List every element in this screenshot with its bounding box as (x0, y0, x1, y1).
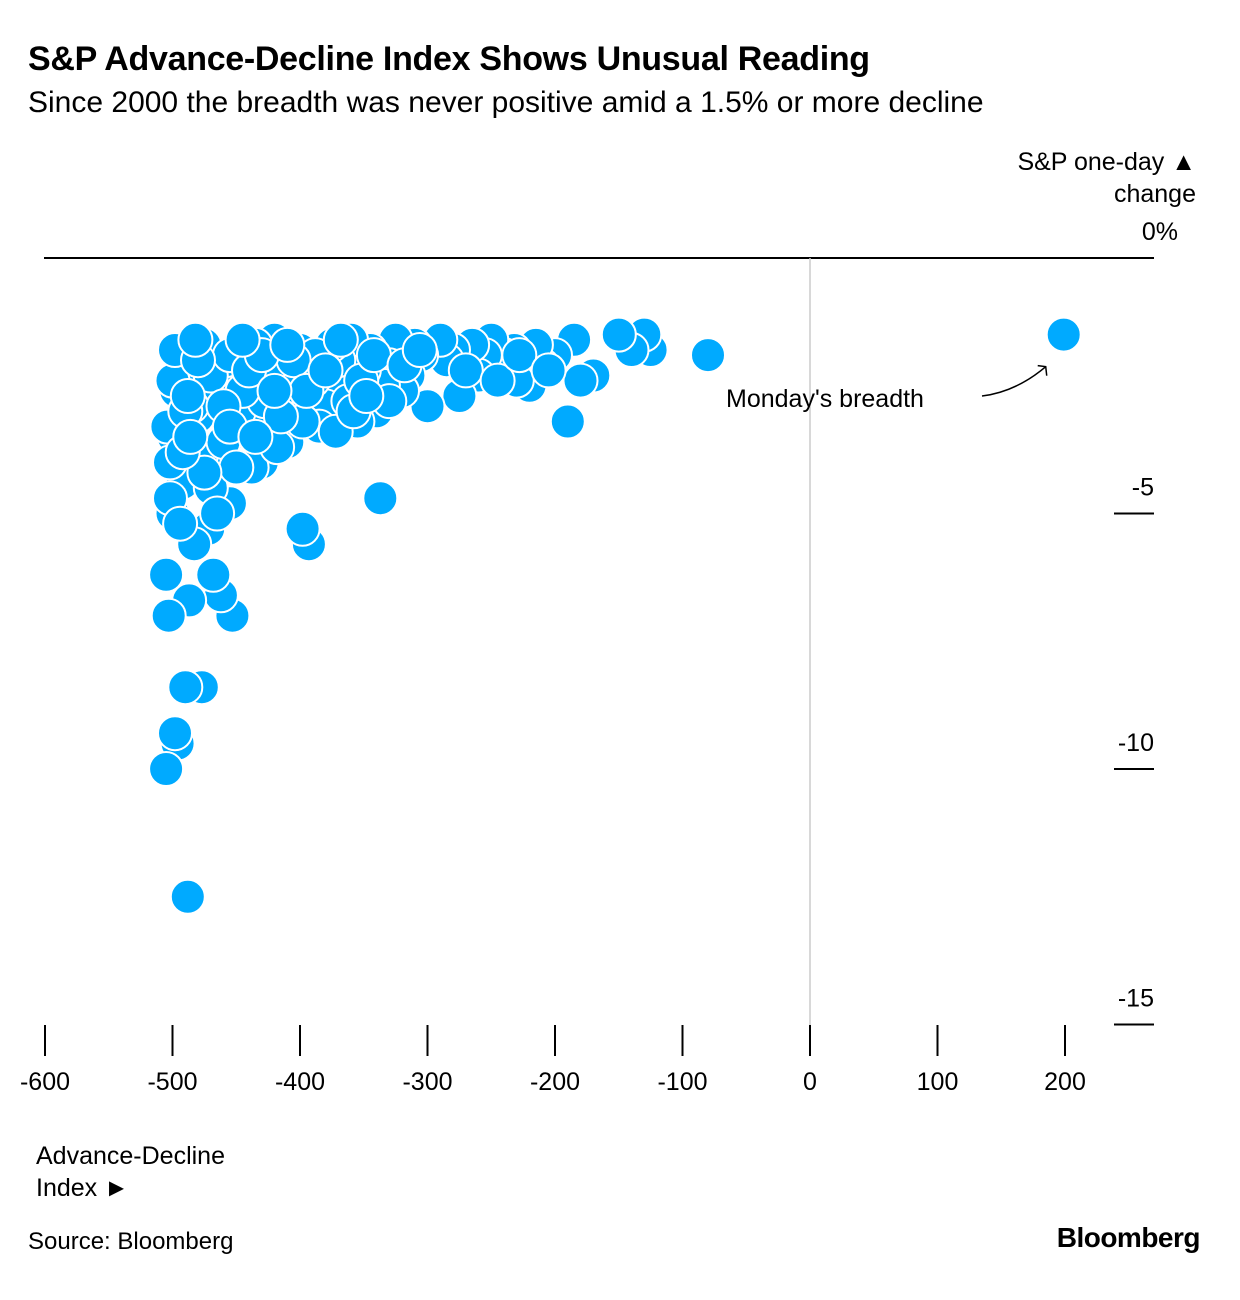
data-point (177, 321, 214, 358)
data-point (162, 505, 199, 542)
x-axis-title-line2: Index ► (36, 1174, 129, 1202)
data-point (690, 337, 726, 374)
data-point (307, 352, 344, 389)
x-axis-title-line1: Advance-Decline (36, 1142, 225, 1170)
annotation-label: Monday's breadth (726, 385, 924, 413)
data-point (199, 495, 236, 532)
grid-layer (44, 257, 1154, 1050)
y-axis-title: S&P one-day ▲ change (1017, 146, 1196, 210)
data-point (169, 878, 206, 915)
points-layer (148, 316, 1082, 915)
y-tick-label: -10 (1118, 729, 1154, 757)
x-axis-title: Advance-Decline Index ► (36, 1140, 225, 1204)
data-point (237, 418, 274, 455)
chart-subtitle: Since 2000 the breadth was never positiv… (28, 86, 984, 119)
annotation-arrowhead (1037, 364, 1048, 376)
x-tick-label: -300 (402, 1068, 452, 1096)
data-point (148, 751, 185, 787)
data-point (562, 362, 599, 399)
source-note: Source: Bloomberg (28, 1228, 234, 1255)
x-tick-label: 100 (917, 1068, 959, 1096)
data-point (362, 480, 399, 517)
data-point (600, 316, 637, 353)
annotation-layer: Monday's breadth (726, 364, 1048, 413)
data-point (284, 510, 321, 547)
y-axis-title-line2: change (1113, 180, 1196, 208)
data-point (148, 556, 185, 593)
x-tick-label: -500 (147, 1068, 197, 1096)
data-point (447, 352, 484, 389)
data-point (256, 372, 293, 409)
data-point (150, 597, 187, 634)
axis-layer: -600 -500 -400 -300 -200 -100 0 100 200 0% -5 -10 -1… (20, 218, 1178, 1096)
chart-title: S&P Advance-Decline Index Shows Unusual … (28, 40, 870, 78)
data-point (501, 337, 538, 374)
data-point (322, 321, 359, 358)
data-point (1045, 316, 1082, 353)
y-tick-label: -5 (1132, 474, 1154, 502)
data-point (218, 449, 255, 486)
data-point (348, 378, 385, 414)
data-point (224, 321, 261, 358)
data-point (169, 378, 206, 414)
data-point (530, 352, 567, 389)
x-tick-label: 200 (1044, 1068, 1086, 1096)
bloomberg-logo: Bloomberg (1056, 1222, 1201, 1253)
y-tick-label: 0% (1142, 218, 1178, 246)
x-tick-label: -100 (657, 1068, 707, 1096)
y-tick-label: -15 (1118, 985, 1154, 1013)
data-point (172, 418, 209, 455)
x-tick-label: -400 (275, 1068, 325, 1096)
annotation-arrow (981, 366, 1047, 397)
data-point (167, 669, 204, 706)
x-tick-label: -600 (20, 1068, 70, 1096)
data-point (355, 337, 392, 374)
data-point (401, 332, 438, 368)
data-point (549, 403, 586, 440)
data-point (269, 326, 306, 363)
data-point (479, 362, 516, 399)
data-point (157, 715, 193, 752)
data-point (195, 556, 232, 593)
x-tick-label: 0 (803, 1068, 817, 1096)
y-axis-title-line1: S&P one-day ▲ (1017, 148, 1196, 176)
x-tick-label: -200 (530, 1068, 580, 1096)
